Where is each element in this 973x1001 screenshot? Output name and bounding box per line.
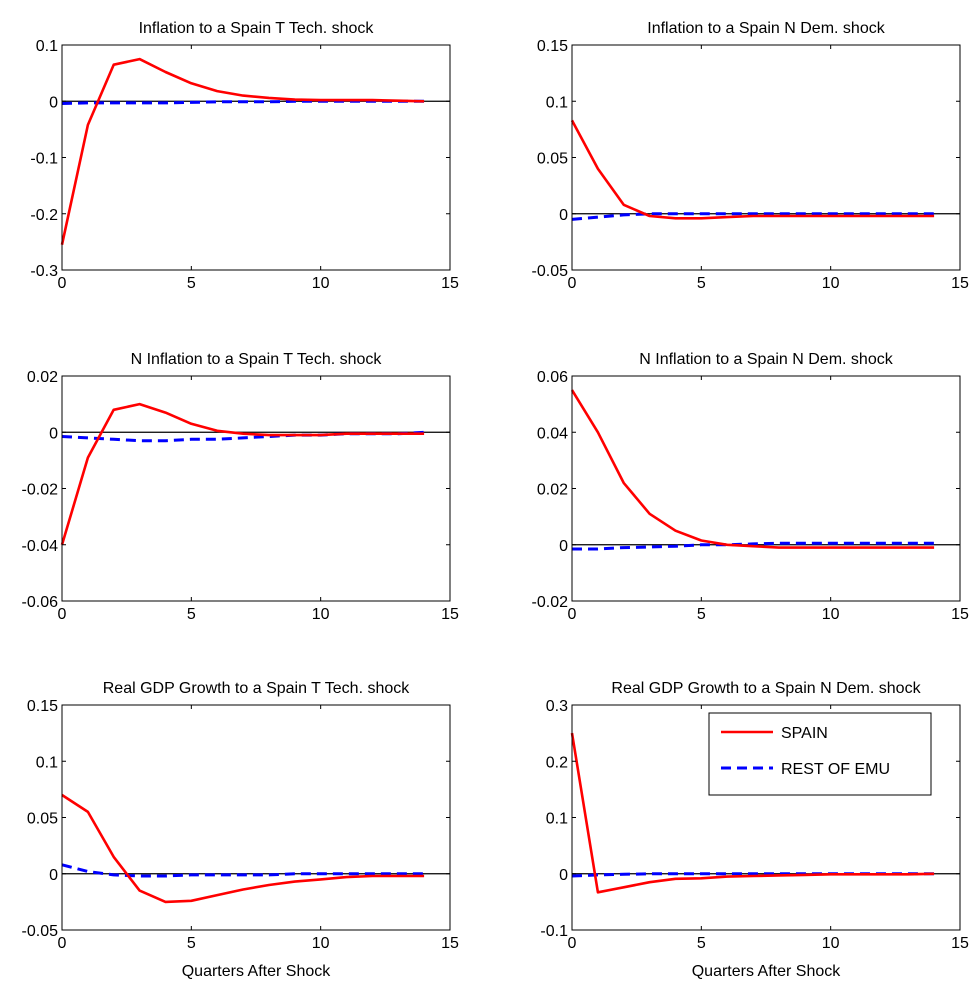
x-tick-label: 5: [697, 935, 706, 952]
chart-title: Real GDP Growth to a Spain T Tech. shock: [103, 680, 411, 697]
x-tick-label: 0: [58, 935, 67, 952]
axes-box: [61, 44, 451, 271]
x-tick-label: 0: [568, 275, 577, 292]
panel-5: Real GDP Growth to a Spain T Tech. shock…: [22, 680, 459, 980]
y-tick-label: -0.3: [30, 263, 58, 280]
x-tick-label: 10: [312, 606, 330, 623]
series-line-rest-of-emu: [572, 541, 935, 551]
axes-box: [571, 375, 961, 602]
y-tick-label: 0.1: [36, 754, 58, 771]
y-tick-label: -0.04: [22, 538, 59, 555]
chart-title: Inflation to a Spain T Tech. shock: [139, 20, 375, 37]
series-line-rest-of-emu: [571, 872, 935, 878]
y-tick-label: 0.15: [27, 698, 58, 715]
y-tick-label: 0.1: [546, 94, 568, 111]
y-tick-label: -0.1: [540, 923, 568, 940]
y-tick-label: 0.3: [546, 698, 568, 715]
panel-6: Real GDP Growth to a Spain N Dem. shock 0…: [540, 680, 969, 980]
x-tick-label: 10: [822, 606, 840, 623]
x-tick-label: 10: [312, 275, 330, 292]
y-tick-label: 0.02: [27, 369, 58, 386]
x-tick-label: 5: [187, 935, 196, 952]
y-tick-label: 0.15: [537, 38, 568, 55]
x-tick-label: 15: [441, 935, 459, 952]
y-tick-label: -0.06: [22, 594, 59, 611]
x-tick-label: 5: [697, 606, 706, 623]
chart-title: N Inflation to a Spain T Tech. shock: [131, 351, 383, 368]
legend-box: [708, 712, 932, 796]
x-tick-label: 10: [822, 275, 840, 292]
y-tick-label: 0: [49, 425, 58, 442]
series-line-spain: [570, 732, 935, 894]
legend-label-spain: SPAIN: [781, 725, 828, 742]
chart-title: N Inflation to a Spain N Dem. shock: [639, 351, 893, 368]
x-tick-label: 15: [441, 275, 459, 292]
series-line-spain: [60, 402, 425, 546]
y-tick-label: 0.2: [546, 754, 568, 771]
series-line-spain: [570, 389, 935, 549]
y-tick-label: -0.05: [532, 263, 569, 280]
y-tick-label: -0.02: [532, 594, 569, 611]
y-tick-label: 0: [49, 867, 58, 884]
x-tick-label: 15: [441, 606, 459, 623]
panel-3: N Inflation to a Spain T Tech. shock 0 5 10…: [22, 351, 459, 623]
legend-label-rest-of-emu: REST OF EMU: [781, 761, 890, 778]
panel-4: N Inflation to a Spain N Dem. shock 0 5 10 1…: [532, 351, 969, 623]
x-tick-label: 0: [58, 606, 67, 623]
series-line-spain: [61, 793, 425, 904]
y-tick-label: 0.05: [27, 811, 58, 828]
y-tick-label: -0.05: [22, 923, 59, 940]
series-line-rest-of-emu: [61, 99, 425, 105]
x-tick-label: 5: [187, 606, 196, 623]
series-line-spain: [570, 119, 935, 220]
series-line-rest-of-emu: [61, 863, 425, 878]
x-tick-label: 10: [822, 935, 840, 952]
panel-1: Inflation to a Spain T Tech. shock 0 5 10 15…: [30, 20, 459, 292]
chart-title: Inflation to a Spain N Dem. shock: [647, 20, 885, 37]
y-tick-label: 0: [559, 867, 568, 884]
x-axis-label: Quarters After Shock: [692, 963, 842, 980]
x-tick-label: 0: [568, 935, 577, 952]
x-tick-label: 5: [697, 275, 706, 292]
series-line-rest-of-emu: [571, 212, 935, 221]
y-tick-label: 0.1: [546, 811, 568, 828]
y-tick-label: 0.04: [537, 425, 568, 442]
axes-box: [61, 704, 451, 931]
x-tick-label: 5: [187, 275, 196, 292]
series-line-rest-of-emu: [61, 430, 425, 443]
x-tick-label: 10: [312, 935, 330, 952]
x-tick-label: 15: [951, 606, 969, 623]
y-tick-label: 0.1: [36, 38, 58, 55]
y-tick-label: -0.1: [30, 151, 58, 168]
x-axis-label: Quarters After Shock: [182, 963, 332, 980]
y-tick-label: 0: [49, 94, 58, 111]
x-tick-label: 15: [951, 275, 969, 292]
panel-2: Inflation to a Spain N Dem. shock 0 5 10 15 -…: [532, 20, 969, 292]
y-tick-label: 0.06: [537, 369, 568, 386]
axes-box: [61, 375, 451, 602]
y-tick-label: 0: [559, 538, 568, 555]
axes-box: [571, 44, 961, 271]
x-tick-label: 15: [951, 935, 969, 952]
y-tick-label: 0.02: [537, 482, 568, 499]
y-tick-label: 0: [559, 207, 568, 224]
y-tick-label: -0.02: [22, 482, 59, 499]
legend: SPAIN REST OF EMU: [708, 712, 932, 796]
series-line-spain: [60, 57, 425, 245]
x-tick-label: 0: [568, 606, 577, 623]
y-tick-label: -0.2: [30, 207, 58, 224]
y-tick-label: 0.05: [537, 151, 568, 168]
chart-title: Real GDP Growth to a Spain N Dem. shock: [611, 680, 921, 697]
x-tick-label: 0: [58, 275, 67, 292]
